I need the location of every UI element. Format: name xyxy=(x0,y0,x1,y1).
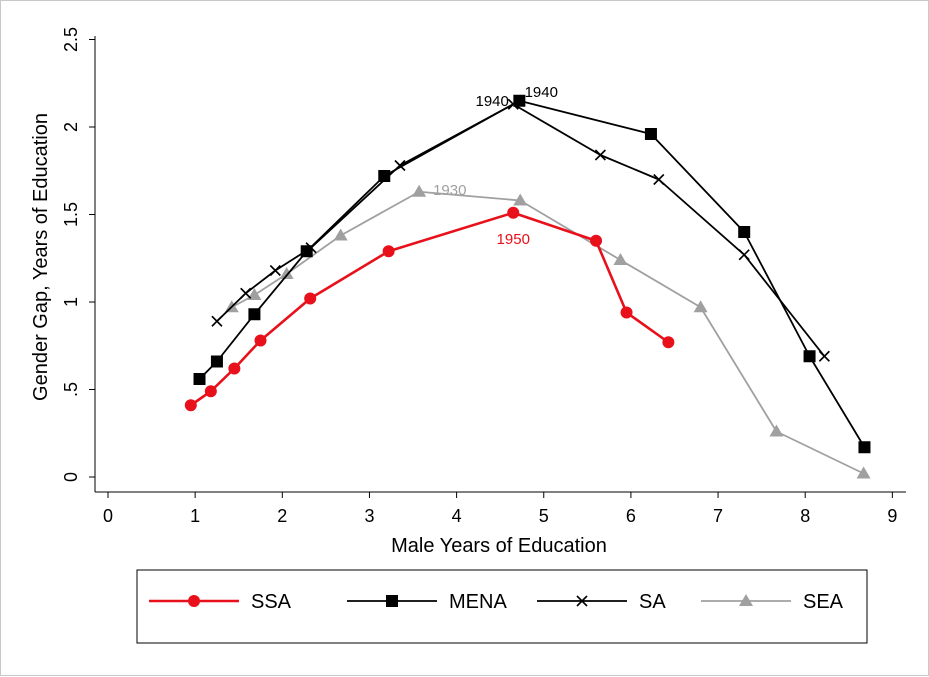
x-tick-label: 1 xyxy=(190,506,200,526)
data-point-sea xyxy=(513,193,528,206)
data-point-ssa xyxy=(254,334,267,347)
x-tick-label: 2 xyxy=(277,506,287,526)
legend-label-mena: MENA xyxy=(449,591,507,613)
annotation-label: 1940 xyxy=(525,84,558,101)
y-ticks: 0 .5 1 1.5 2 2.5 xyxy=(61,27,95,482)
data-point-mena xyxy=(193,373,206,385)
y-tick-label: .5 xyxy=(61,382,81,397)
data-point-ssa xyxy=(204,385,217,398)
x-tick-label: 9 xyxy=(887,506,897,526)
legend-item-mena: MENA xyxy=(347,591,507,613)
legend-item-ssa: SSA xyxy=(149,591,292,613)
x-tick-label: 3 xyxy=(364,506,374,526)
legend-marker-ssa xyxy=(188,595,200,607)
series-ssa xyxy=(184,206,675,412)
data-point-sea xyxy=(333,228,348,241)
data-point-mena xyxy=(644,128,657,140)
series-line-mena xyxy=(198,99,866,448)
x-tick-label: 8 xyxy=(800,506,810,526)
data-point-mena xyxy=(248,308,261,321)
annotation-layer: 1940 1940 1930 1950 xyxy=(433,84,558,248)
data-point-sea xyxy=(247,288,262,300)
legend-marker-sea xyxy=(739,594,753,606)
legend-label-sea: SEA xyxy=(803,591,844,613)
data-point-ssa xyxy=(228,362,241,375)
x-axis-title: Male Years of Education xyxy=(391,535,607,557)
data-point-mena xyxy=(378,170,391,182)
x-tick-label: 5 xyxy=(539,506,549,526)
data-point-mena xyxy=(210,355,223,368)
data-point-sea xyxy=(412,184,427,197)
legend-marker-sa xyxy=(576,595,588,607)
data-point-ssa xyxy=(662,336,675,349)
annotation-label: 1950 xyxy=(497,231,530,248)
data-point-sea xyxy=(279,267,294,279)
data-point-ssa xyxy=(590,234,603,247)
series-mena xyxy=(193,94,871,454)
annotation-label: 1930 xyxy=(433,182,466,199)
data-point-mena xyxy=(858,441,871,454)
data-point-ssa xyxy=(620,306,633,319)
y-tick-label: 1.5 xyxy=(61,202,81,227)
legend-item-sa: SA xyxy=(537,591,666,613)
y-tick-label: 2 xyxy=(61,122,81,132)
legend-item-sea: SEA xyxy=(701,591,844,613)
data-point-mena xyxy=(300,245,313,258)
data-point-sea xyxy=(693,300,708,313)
data-point-sa xyxy=(653,173,665,186)
data-point-sa xyxy=(738,249,750,261)
y-tick-label: 1 xyxy=(61,297,81,307)
x-tick-label: 6 xyxy=(626,506,636,526)
legend-label-ssa: SSA xyxy=(251,591,292,613)
legend-label-sa: SA xyxy=(639,591,666,613)
y-axis-title: Gender Gap, Years of Education xyxy=(30,113,52,401)
y-tick-label: 2.5 xyxy=(61,27,81,52)
data-point-sa xyxy=(818,350,830,362)
data-point-mena xyxy=(513,94,526,107)
x-tick-label: 4 xyxy=(452,506,462,526)
data-point-ssa xyxy=(304,292,317,305)
x-ticks: 0 1 2 3 4 5 6 7 8 9 xyxy=(103,492,897,526)
annotation-label: 1940 xyxy=(476,93,509,110)
data-point-sea xyxy=(769,424,784,437)
legend-box xyxy=(136,569,868,644)
data-point-ssa xyxy=(507,206,520,219)
legend: SSA MENA SA SEA xyxy=(149,591,844,613)
data-point-ssa xyxy=(382,245,395,258)
series-line-ssa xyxy=(190,211,670,407)
data-point-sa xyxy=(594,149,606,161)
legend-marker-mena xyxy=(386,595,398,607)
data-point-sa xyxy=(240,287,252,299)
data-point-ssa xyxy=(184,399,197,412)
x-tick-label: 7 xyxy=(713,506,723,526)
data-point-sea xyxy=(856,466,871,479)
x-tick-label: 0 xyxy=(103,506,113,526)
data-point-sea xyxy=(613,253,628,265)
data-point-mena xyxy=(803,350,816,363)
series-sea xyxy=(224,184,871,479)
data-point-sa xyxy=(211,315,223,327)
series-layer xyxy=(184,94,871,479)
data-point-mena xyxy=(738,226,751,238)
y-tick-label: 0 xyxy=(61,472,81,482)
series-line-sea xyxy=(231,190,864,475)
data-point-sa xyxy=(269,264,281,277)
